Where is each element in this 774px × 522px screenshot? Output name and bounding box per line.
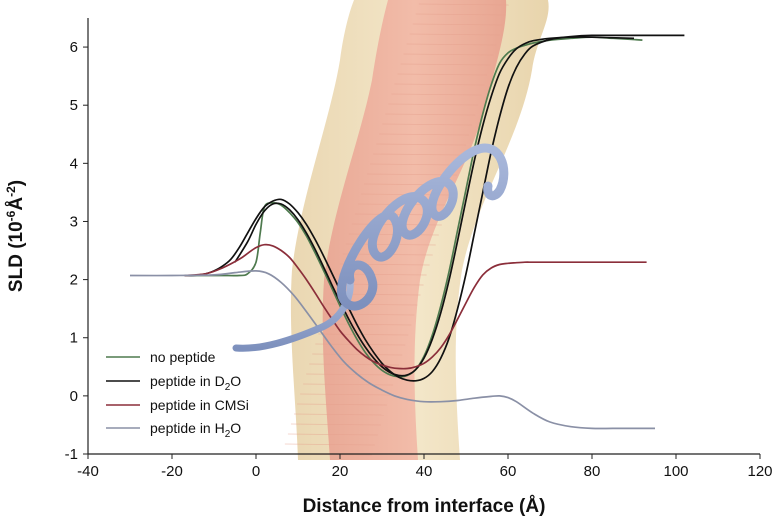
y-axis-title-exp1: -6 [4,210,18,221]
membrane-texture-stroke [312,353,403,356]
membrane-texture-stroke [300,393,391,396]
series-layer [129,34,685,430]
x-tick-label: 20 [332,463,349,480]
legend-label-peptide-cmsi: peptide in CMSi [150,397,249,413]
y-tick-label: 1 [70,330,78,347]
y-tick-label: 5 [70,97,78,114]
membrane-texture-stroke [397,73,488,76]
y-axis-title-mid: Å [6,197,27,211]
x-axis-title: Distance from interface (Å) [303,496,546,517]
membrane-texture-stroke [373,153,464,156]
y-tick-label: 2 [70,272,78,289]
axes: -40 -20 0 20 40 60 80 100 120 -1 0 1 2 3 4 5 6 [65,18,773,480]
membrane-texture-stroke [303,383,394,386]
legend: no peptide peptide in D2O peptide in CMS… [106,349,249,440]
membrane-texture-stroke [391,93,482,96]
y-tick-label: -1 [65,446,78,463]
series-line-2 [234,36,635,377]
y-tick-label: 4 [70,155,78,172]
membrane-texture-stroke [400,63,491,66]
y-tick-label: 0 [70,388,78,405]
y-tick-label: 3 [70,213,78,230]
x-ticks: -40 -20 0 20 40 60 80 100 120 [77,454,773,480]
membrane-texture-stroke [290,423,381,426]
x-tick-label: 60 [500,463,517,480]
y-tick-label: 6 [70,39,78,56]
y-axis-title-main: SLD (10 [6,221,27,292]
helix-illustration [232,143,509,352]
legend-label-peptide-h2o: peptide in H2O [150,420,241,440]
membrane-texture-stroke [376,143,467,146]
membrane-texture-stroke [318,333,409,336]
x-tick-label: -20 [161,463,183,480]
membrane-texture-stroke [287,433,378,436]
membrane-texture-stroke [406,43,497,46]
membrane-texture-stroke [388,103,479,106]
membrane-texture-stroke [415,13,506,16]
membrane-texture-stroke [382,123,473,126]
y-axis-title: SLD (10-6Å-2) [4,180,27,292]
x-tick-label: 100 [663,463,688,480]
series-line-4 [129,270,655,430]
membrane-texture-stroke [403,53,494,56]
membrane-texture-stroke [370,163,461,166]
membrane-texture-stroke [409,33,500,36]
legend-label-no-peptide: no peptide [150,349,216,365]
x-tick-label: 40 [416,463,433,480]
series-line-1 [184,34,685,382]
membrane-texture-stroke [293,413,385,416]
membrane-texture-stroke [321,323,412,326]
membrane-texture-stroke [418,3,509,6]
helix-coil [337,143,509,311]
membrane-texture-stroke [379,133,470,136]
membrane-texture-stroke [412,23,503,26]
series-line-3 [184,243,647,370]
x-tick-label: -40 [77,463,99,480]
legend-label-peptide-d2o: peptide in D2O [150,373,241,393]
x-tick-label: 120 [747,463,772,480]
y-axis-title-exp2: -2 [4,186,18,197]
y-axis-title-end: ) [6,180,27,186]
membrane-texture-stroke [306,373,397,376]
x-tick-label: 80 [584,463,601,480]
x-tick-label: 0 [252,463,260,480]
membrane-texture-stroke [385,113,476,116]
membrane-texture-stroke [297,403,388,406]
membrane-texture-stroke [394,83,485,86]
y-ticks: -1 0 1 2 3 4 5 6 [65,39,88,463]
membrane-texture-stroke [284,443,375,446]
